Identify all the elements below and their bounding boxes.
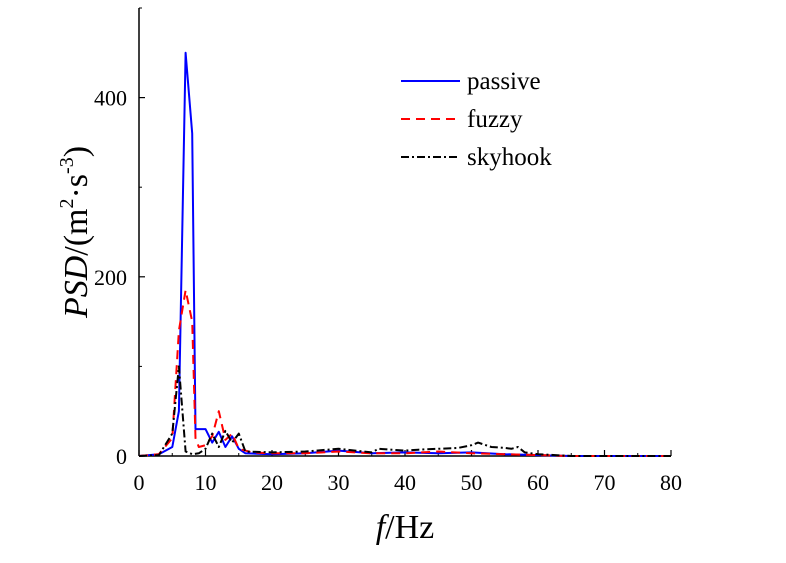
legend-label-skyhook: skyhook — [467, 144, 552, 171]
y-tick-label: 0 — [116, 444, 127, 469]
series-group — [138, 51, 671, 457]
y-tick-label: 400 — [94, 86, 127, 111]
x-tick-label: 30 — [328, 470, 350, 495]
series-line-fuzzy — [138, 289, 671, 457]
series-line-skyhook — [138, 365, 671, 457]
x-tick-label: 0 — [134, 470, 145, 495]
y-axis-label-unit-1: /(m — [58, 209, 95, 256]
y-axis-label-unit-3: ) — [58, 146, 95, 157]
series-line-passive — [138, 51, 671, 457]
y-tick-label: 200 — [94, 265, 127, 290]
x-tick-label: 50 — [461, 470, 483, 495]
y-axis-label-sup-2: -3 — [56, 157, 78, 174]
y-ticks: 0 200 400 — [94, 7, 145, 469]
x-tick-label: 80 — [660, 470, 682, 495]
legend: passive fuzzy skyhook — [401, 68, 552, 171]
y-axis-label-sup-1: 2 — [56, 199, 78, 209]
x-tick-label: 60 — [527, 470, 549, 495]
x-axis-label-unit: /Hz — [385, 509, 434, 546]
x-tick-label: 20 — [261, 470, 283, 495]
y-axis-label-var: PSD — [58, 255, 95, 319]
x-tick-label: 70 — [594, 470, 616, 495]
legend-label-fuzzy: fuzzy — [467, 106, 523, 133]
x-tick-label: 40 — [394, 470, 416, 495]
x-axis-label: f/Hz — [376, 509, 435, 546]
y-axis-label: PSD/(m2·s-3) — [56, 146, 95, 319]
axes — [138, 8, 671, 457]
x-tick-label: 10 — [195, 470, 217, 495]
legend-label-passive: passive — [467, 68, 541, 95]
y-axis-label-unit-2: ·s — [58, 174, 95, 199]
